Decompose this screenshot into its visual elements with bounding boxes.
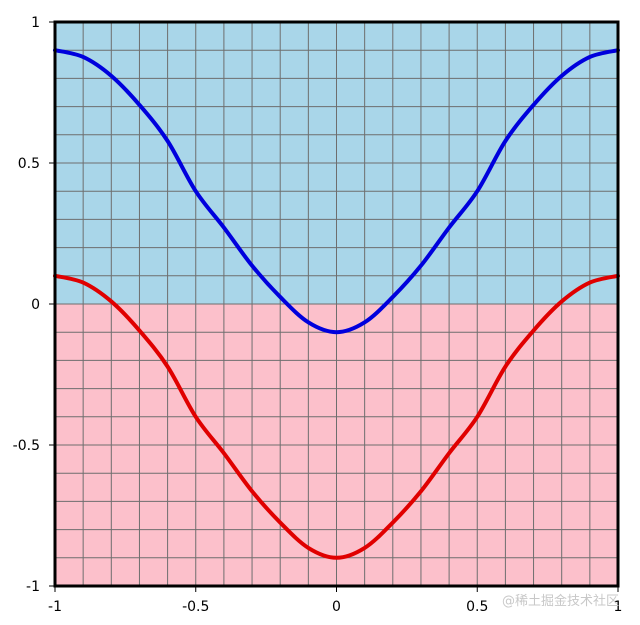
y-tick-label: 1 (31, 15, 40, 31)
plot-lines (53, 48, 620, 560)
tick-labels: -1 -0.5 0 0.5 1 1 0.5 0 -0.5 -1 (13, 15, 623, 615)
x-tick-label: -1 (48, 599, 62, 615)
x-tick-label: -0.5 (182, 599, 209, 615)
y-tick-label: -0.5 (13, 438, 40, 454)
watermark-text: @稀土掘金技术社区 (502, 593, 619, 609)
y-tick-label: 0 (31, 297, 40, 313)
y-tick-label: 0.5 (18, 156, 40, 172)
axis-ticks (49, 21, 619, 592)
series-line-2 (53, 273, 620, 560)
series-line-1 (53, 48, 620, 335)
grid (55, 22, 618, 586)
x-tick-label: 0.5 (466, 599, 488, 615)
y-tick-label: -1 (26, 579, 40, 595)
x-tick-label: 0 (332, 599, 341, 615)
x-tick-label: 1 (614, 599, 623, 615)
